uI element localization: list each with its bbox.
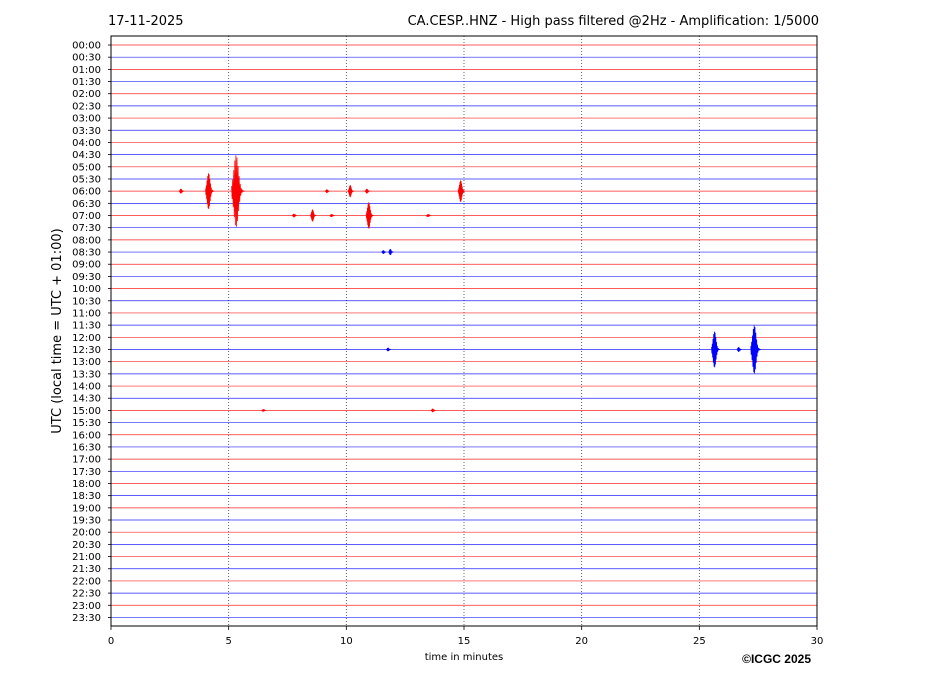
event-burst-14 bbox=[711, 331, 721, 368]
y-tick-label: 07:30 bbox=[72, 223, 101, 234]
y-tick-label: 18:00 bbox=[72, 479, 101, 490]
event-burst-0 bbox=[178, 188, 184, 194]
y-tick-label: 22:30 bbox=[72, 589, 101, 600]
x-tick-label: 0 bbox=[108, 636, 114, 647]
vertical-grid bbox=[228, 36, 700, 626]
chart-date: 17-11-2025 bbox=[108, 14, 184, 29]
y-tick-label: 17:00 bbox=[72, 455, 101, 466]
y-tick-label: 19:00 bbox=[72, 503, 101, 514]
y-tick-label: 08:30 bbox=[72, 248, 101, 259]
y-tick-label: 15:30 bbox=[72, 418, 101, 429]
x-tick-labels: 0 5 10 15 20 25 30 bbox=[108, 626, 824, 647]
y-tick-label: 02:00 bbox=[72, 89, 101, 100]
event-burst-5 bbox=[364, 188, 370, 194]
event-burst-9 bbox=[329, 213, 335, 218]
y-tick-label: 19:30 bbox=[72, 516, 101, 527]
y-tick-label: 14:30 bbox=[72, 394, 101, 405]
event-burst-3 bbox=[324, 189, 330, 193]
y-tick-label: 06:00 bbox=[72, 187, 101, 198]
event-burst-1 bbox=[205, 173, 215, 209]
chart-title: CA.CESP..HNZ - High pass filtered @2Hz -… bbox=[408, 14, 819, 29]
y-tick-label: 04:00 bbox=[72, 138, 101, 149]
event-burst-18 bbox=[430, 408, 436, 413]
trace-rows bbox=[111, 44, 817, 618]
x-tick-label: 30 bbox=[811, 636, 824, 647]
y-tick-label: 01:00 bbox=[72, 65, 101, 76]
event-burst-16 bbox=[750, 325, 761, 374]
event-burst-6 bbox=[457, 180, 466, 202]
y-tick-label: 11:30 bbox=[72, 321, 101, 332]
y-axis-label: UTC (local time = UTC + 01:00) bbox=[50, 228, 65, 433]
y-tick-label: 17:30 bbox=[72, 467, 101, 478]
y-tick-label: 03:30 bbox=[72, 126, 101, 137]
y-tick-label: 03:00 bbox=[72, 114, 101, 125]
y-tick-label: 05:00 bbox=[72, 162, 101, 173]
event-burst-4 bbox=[347, 185, 354, 198]
x-tick-label: 20 bbox=[575, 636, 588, 647]
y-tick-label: 16:00 bbox=[72, 430, 101, 441]
x-tick-label: 10 bbox=[340, 636, 353, 647]
event-burst-19 bbox=[261, 409, 267, 412]
y-tick-label: 00:00 bbox=[72, 41, 101, 52]
y-tick-label: 05:30 bbox=[72, 174, 101, 185]
y-tick-label: 22:00 bbox=[72, 576, 101, 587]
y-tick-label: 09:30 bbox=[72, 272, 101, 283]
event-burst-11 bbox=[426, 213, 431, 218]
event-burst-7 bbox=[291, 213, 297, 218]
event-burst-15 bbox=[736, 347, 742, 352]
y-tick-label: 16:30 bbox=[72, 442, 101, 453]
x-tick-label: 25 bbox=[693, 636, 706, 647]
copyright-text: ©ICGC 2025 bbox=[742, 652, 811, 666]
event-burst-17 bbox=[386, 347, 391, 352]
y-tick-label: 18:30 bbox=[72, 491, 101, 502]
y-tick-label: 10:00 bbox=[72, 284, 101, 295]
y-tick-label: 20:30 bbox=[72, 540, 101, 551]
y-tick-label: 21:30 bbox=[72, 564, 101, 575]
y-tick-label: 12:00 bbox=[72, 333, 101, 344]
y-tick-label: 23:30 bbox=[72, 613, 101, 624]
y-tick-label: 02:30 bbox=[72, 101, 101, 112]
event-burst-13 bbox=[388, 249, 394, 256]
y-tick-label: 08:00 bbox=[72, 235, 101, 246]
y-tick-label: 14:00 bbox=[72, 382, 101, 393]
event-burst-10 bbox=[365, 202, 374, 229]
event-burst-8 bbox=[310, 209, 317, 222]
y-tick-label: 13:30 bbox=[72, 369, 101, 380]
x-tick-label: 5 bbox=[225, 636, 231, 647]
y-tick-label: 15:00 bbox=[72, 406, 101, 417]
y-tick-label: 12:30 bbox=[72, 345, 101, 356]
y-tick-label: 09:00 bbox=[72, 260, 101, 271]
x-axis-label: time in minutes bbox=[425, 652, 504, 663]
event-burst-12 bbox=[381, 250, 387, 254]
x-tick-label: 15 bbox=[458, 636, 471, 647]
y-tick-label: 23:00 bbox=[72, 601, 101, 612]
y-tick-label: 06:30 bbox=[72, 199, 101, 210]
y-tick-label: 21:00 bbox=[72, 552, 101, 563]
y-tick-label: 01:30 bbox=[72, 77, 101, 88]
y-tick-label: 04:30 bbox=[72, 150, 101, 161]
y-tick-label: 11:00 bbox=[72, 308, 101, 319]
y-tick-label: 00:30 bbox=[72, 53, 101, 64]
y-tick-label: 10:30 bbox=[72, 296, 101, 307]
y-tick-label: 07:00 bbox=[72, 211, 101, 222]
y-tick-label: 20:00 bbox=[72, 528, 101, 539]
y-tick-label: 13:00 bbox=[72, 357, 101, 368]
event-burst-2 bbox=[231, 155, 245, 227]
